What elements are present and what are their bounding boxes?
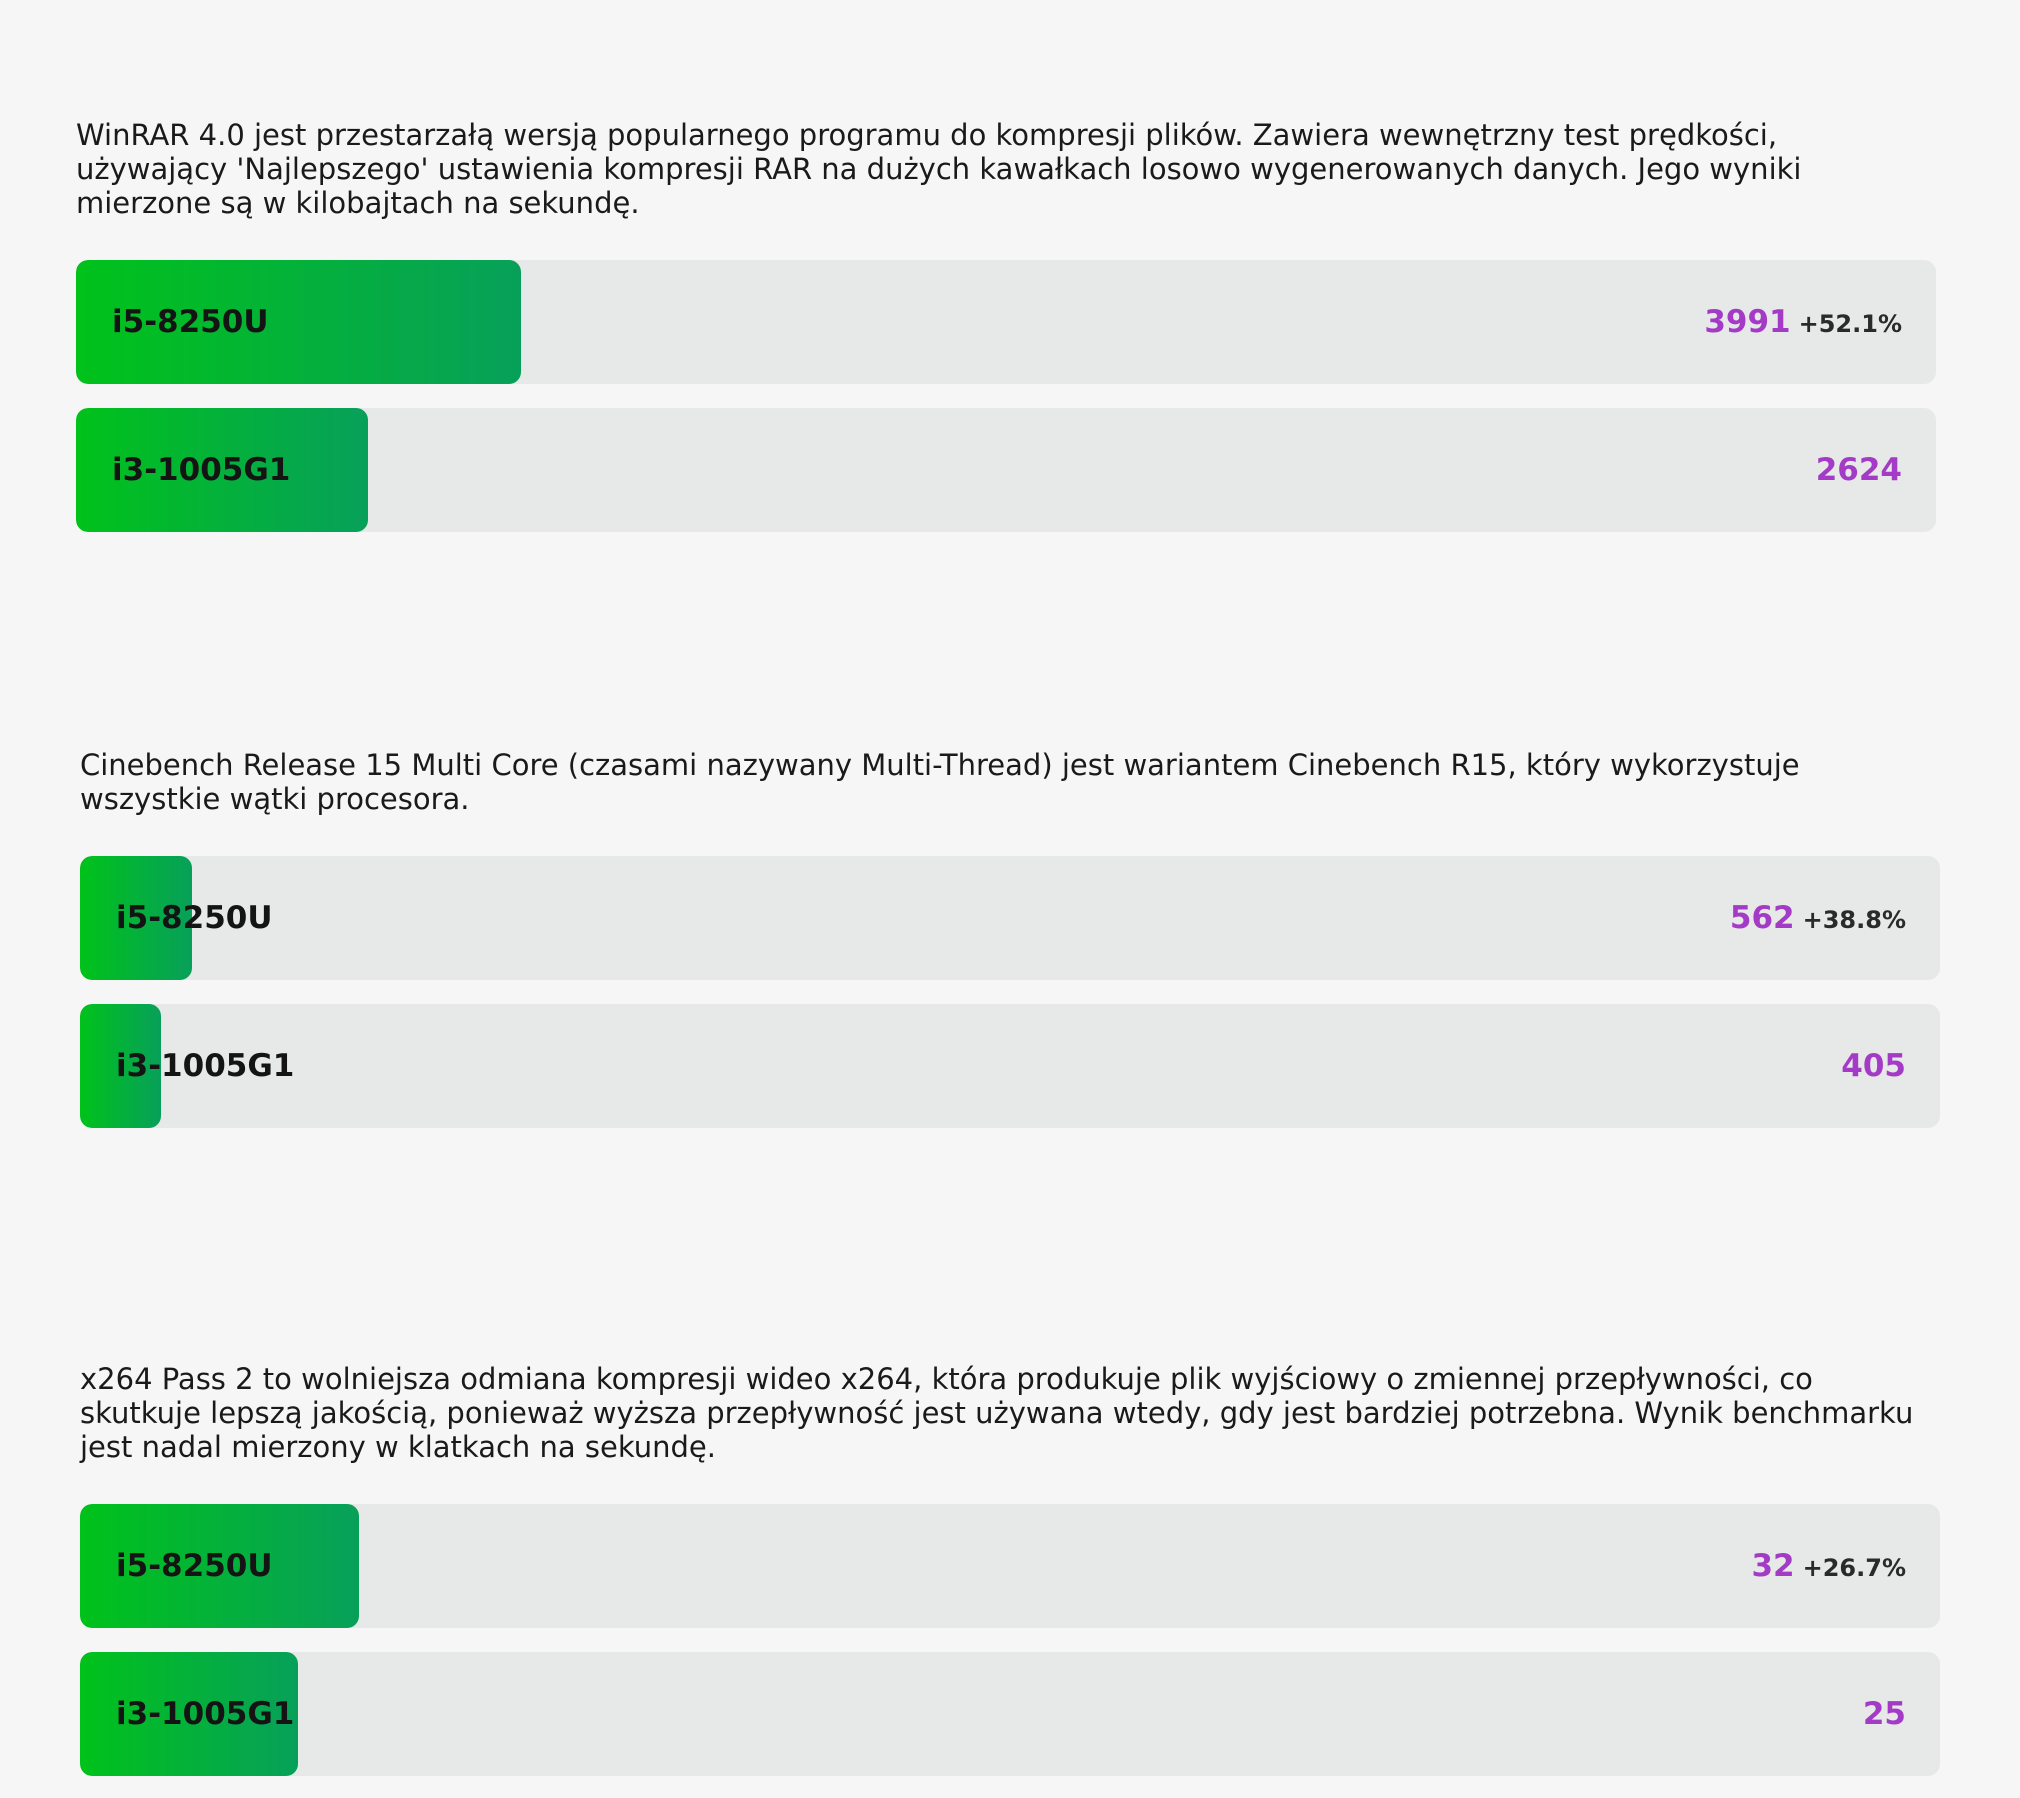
benchmark-section-x264: x264 Pass 2 to wolniejsza odmiana kompre… <box>80 1362 1940 1782</box>
bar-value: 562 <box>1729 900 1795 936</box>
bar-track: i5-8250U 562 +38.8% <box>80 856 1940 980</box>
bar-value: 25 <box>1862 1696 1906 1732</box>
bar-value: 2624 <box>1815 452 1902 488</box>
bar-track: i5-8250U 32 +26.7% <box>80 1504 1940 1628</box>
bar-value-group: 2624 <box>1816 408 1902 532</box>
bar-diff-percent: +52.1% <box>1798 310 1902 338</box>
bar-label: i3-1005G1 <box>112 452 291 488</box>
bar-value: 405 <box>1841 1048 1906 1084</box>
bar-value-group: 405 <box>1841 1004 1906 1128</box>
bar-label: i5-8250U <box>116 900 273 936</box>
benchmark-section-winrar: WinRAR 4.0 jest przestarzałą wersją popu… <box>76 118 1936 538</box>
bar-value-group: 32 +26.7% <box>1751 1504 1906 1628</box>
bar-value-group: 25 <box>1863 1652 1906 1776</box>
bar-track: i3-1005G1 405 <box>80 1004 1940 1128</box>
bar-track: i3-1005G1 25 <box>80 1652 1940 1776</box>
bar-fill <box>80 1652 298 1776</box>
bar-chart: i5-8250U 562 +38.8% i3-1005G1 405 <box>80 856 1940 1152</box>
bar-label: i5-8250U <box>116 1548 273 1584</box>
bar-value: 3991 <box>1704 304 1791 340</box>
bar-diff-percent: +26.7% <box>1802 1554 1906 1582</box>
bar-fill <box>76 260 521 384</box>
bar-label: i5-8250U <box>112 304 269 340</box>
benchmark-description: x264 Pass 2 to wolniejsza odmiana kompre… <box>80 1362 1914 1464</box>
benchmark-description: Cinebench Release 15 Multi Core (czasami… <box>80 748 1800 816</box>
bar-label: i3-1005G1 <box>116 1048 295 1084</box>
benchmark-section-cinebench: Cinebench Release 15 Multi Core (czasami… <box>80 748 1940 1148</box>
benchmark-description: WinRAR 4.0 jest przestarzałą wersją popu… <box>76 118 1802 220</box>
bar-track: i5-8250U 3991 +52.1% <box>76 260 1936 384</box>
bar-value-group: 562 +38.8% <box>1730 856 1906 980</box>
bar-fill <box>80 1004 161 1128</box>
bar-chart: i5-8250U 3991 +52.1% i3-1005G1 2624 <box>76 260 1936 556</box>
bar-label: i3-1005G1 <box>116 1696 295 1732</box>
bar-diff-percent: +38.8% <box>1802 906 1906 934</box>
bar-fill <box>80 1504 359 1628</box>
bar-value-group: 3991 +52.1% <box>1704 260 1902 384</box>
bar-value: 32 <box>1751 1548 1795 1584</box>
bar-track: i3-1005G1 2624 <box>76 408 1936 532</box>
bar-chart: i5-8250U 32 +26.7% i3-1005G1 25 <box>80 1504 1940 1798</box>
bar-fill <box>80 856 192 980</box>
bar-fill <box>76 408 368 532</box>
